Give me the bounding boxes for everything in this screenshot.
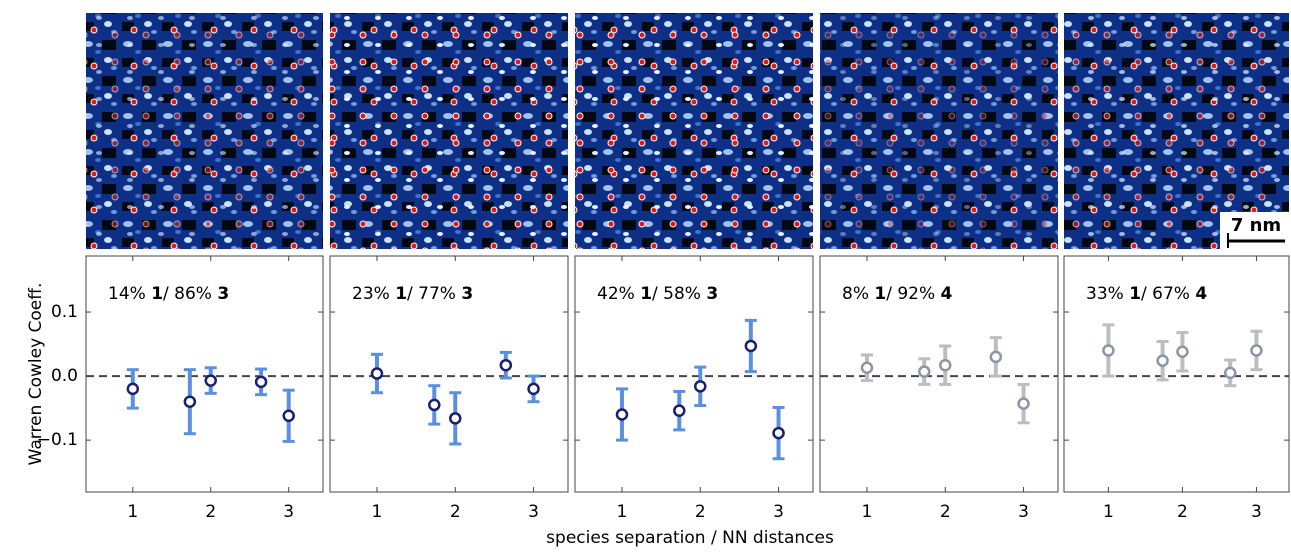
panel: 1 2 342% 1/ 58% 3 (574, 255, 814, 522)
x-tick-label: 2 (695, 502, 706, 522)
marker (370, 367, 384, 380)
scale-bar-box (1220, 212, 1289, 249)
marker (527, 382, 540, 396)
panel: −0.10.00.11 2 314% 1/ 86% 3 (37, 255, 324, 522)
x-tick-label: 2 (450, 502, 461, 522)
marker (1176, 345, 1189, 358)
x-tick-label: 1 (862, 502, 873, 522)
x-tick-label: 1 (617, 502, 628, 522)
plot-frame (85, 255, 324, 493)
annotation-part: 1 (1129, 284, 1141, 304)
x-tick-label: 1 (127, 502, 138, 522)
annotation-part: 42% (597, 284, 640, 304)
annotation-part: 3 (706, 284, 718, 304)
stm-image-overlay (575, 13, 813, 249)
x-tick-label: 1 (1103, 502, 1114, 522)
marker (615, 408, 629, 421)
y-tick-label: −0.1 (37, 430, 78, 450)
y-axis-label: Warren Cowley Coeff. (26, 283, 46, 466)
marker (1250, 344, 1263, 357)
annotation-part: 3 (217, 284, 229, 304)
marker (254, 375, 268, 389)
y-tick-label: 0.1 (51, 302, 78, 322)
x-tick-label: 3 (773, 502, 784, 522)
plot-frame (329, 255, 569, 493)
marker (673, 404, 686, 417)
plot-frame (574, 255, 814, 493)
annotation-part: 4 (941, 284, 953, 304)
x-tick-label: 2 (1177, 502, 1188, 522)
annotation-part: / 67% (1141, 284, 1195, 304)
x-axis-label: species separation / NN distances (546, 528, 834, 548)
marker (1223, 366, 1237, 380)
stm-images: 7 nm (86, 13, 1289, 249)
annotation: 23% 1/ 77% 3 (352, 284, 473, 304)
annotation-part: 4 (1195, 284, 1207, 304)
marker (204, 374, 217, 387)
annotation: 14% 1/ 86% 3 (108, 284, 229, 304)
marker (744, 339, 758, 353)
x-tick-label: 3 (1018, 502, 1029, 522)
stm-image-overlay (86, 13, 323, 249)
y-tick-label: 0.0 (51, 366, 78, 386)
annotation: 33% 1/ 67% 4 (1086, 284, 1207, 304)
marker (918, 365, 931, 378)
annotation-part: 23% (352, 284, 395, 304)
stm-image-overlay (820, 13, 1058, 249)
marker (772, 426, 785, 440)
marker (989, 350, 1003, 364)
annotation-part: / 92% (886, 284, 940, 304)
annotation-part: 1 (874, 284, 886, 304)
marker (126, 382, 140, 396)
annotation-part: / 77% (407, 284, 461, 304)
panel: 1 2 323% 1/ 77% 3 (329, 255, 569, 522)
marker (499, 358, 513, 372)
x-tick-label: 2 (205, 502, 216, 522)
stm-image-overlay (1064, 13, 1289, 249)
annotation-part: / 86% (163, 284, 217, 304)
plot-frame (819, 255, 1059, 493)
panel: 1 2 38% 1/ 92% 4 (819, 255, 1059, 522)
x-tick-label: 3 (1251, 502, 1262, 522)
marker (282, 409, 295, 423)
x-tick-label: 2 (940, 502, 951, 522)
scale-bar-label: 7 nm (1231, 215, 1281, 236)
x-tick-label: 1 (372, 502, 383, 522)
panel: 1 2 333% 1/ 67% 4 (1063, 255, 1290, 522)
marker (449, 412, 462, 425)
annotation: 42% 1/ 58% 3 (597, 284, 718, 304)
x-tick-label: 3 (283, 502, 294, 522)
marker (694, 380, 707, 393)
marker (428, 398, 441, 412)
annotation: 8% 1/ 92% 4 (842, 284, 953, 304)
annotation-part: 1 (395, 284, 407, 304)
annotation-part: 1 (151, 284, 163, 304)
annotation-part: / 58% (652, 284, 706, 304)
annotation-part: 33% (1086, 284, 1129, 304)
annotation-part: 14% (108, 284, 151, 304)
x-tick-label: 3 (528, 502, 539, 522)
plot-frame (1063, 255, 1290, 493)
marker (1156, 354, 1169, 367)
annotation-part: 3 (461, 284, 473, 304)
marker (1017, 397, 1030, 410)
marker (1102, 344, 1115, 357)
marker (183, 395, 197, 408)
annotation-part: 1 (640, 284, 652, 304)
marker (939, 358, 952, 372)
stm-image-overlay (330, 13, 568, 249)
marker (860, 361, 874, 375)
annotation-part: 8% (842, 284, 874, 304)
